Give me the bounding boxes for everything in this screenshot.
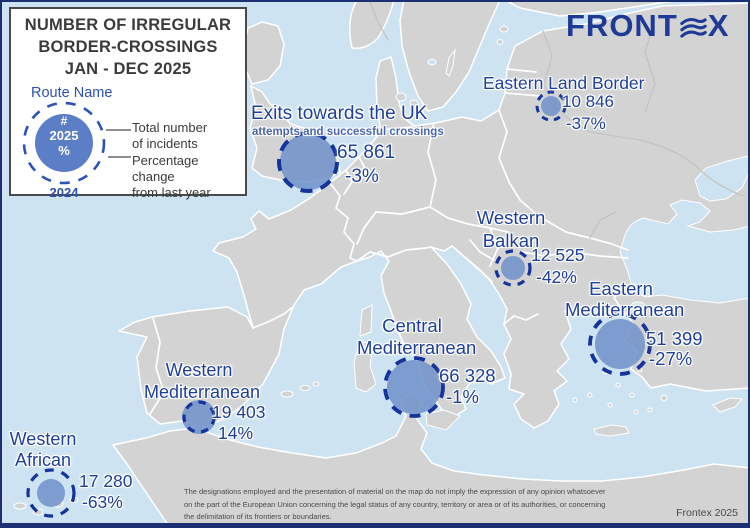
- black-sea: [619, 199, 750, 304]
- page-title-line1: NUMBER OF IRREGULAR: [24, 16, 232, 34]
- frontex-logo: FRONT X: [566, 8, 729, 44]
- route-value: 66 328: [439, 365, 496, 386]
- norway: [349, 0, 395, 50]
- route-name: Exits towards the UK: [251, 103, 428, 124]
- route-change: 14%: [218, 423, 254, 443]
- route-subtitle: attempts and successful crossings: [252, 126, 444, 138]
- bubble-central-mediterranean: [383, 356, 445, 418]
- crete: [593, 424, 630, 437]
- bubble-western-african: [26, 468, 76, 518]
- north-africa: [112, 391, 750, 528]
- map-credit: Frontex 2025: [676, 507, 738, 519]
- route-value: 17 280: [79, 471, 133, 491]
- route-name: Western African: [9, 429, 77, 470]
- route-change: -63%: [82, 492, 123, 512]
- page-title-line2: BORDER-CROSSINGS: [38, 38, 218, 56]
- bubble-eastern-mediterranean: [588, 312, 652, 376]
- cyprus: [712, 397, 744, 413]
- legend-year: 2025: [49, 128, 79, 143]
- balearic-island: [312, 381, 320, 387]
- gotland: [445, 48, 456, 77]
- legend-percent-symbol: %: [58, 143, 70, 158]
- finland-coast: [504, 0, 681, 17]
- balearic-island: [299, 385, 311, 391]
- route-change: -1%: [446, 386, 479, 407]
- title-legend-box: NUMBER OF IRREGULAR BORDER-CROSSINGS JAN…: [9, 7, 247, 200]
- bubble-western-balkan: [494, 249, 532, 287]
- bubble-eastern-land-border: [535, 90, 567, 122]
- corsica: [359, 304, 373, 337]
- route-value: 19 403: [212, 402, 266, 422]
- frontex-logo-text-left: FRONT: [566, 8, 678, 43]
- frontex-logo-text-right: X: [707, 8, 730, 43]
- baltic-island: [496, 39, 504, 45]
- route-change: -42%: [536, 267, 577, 287]
- map-disclaimer: The designations employed and the presen…: [184, 487, 606, 521]
- lake-vanern: [427, 58, 437, 66]
- legend-route-name-label: Route Name: [31, 85, 113, 101]
- legend-total-label: Total number of incidents: [132, 120, 208, 151]
- legend-hash-symbol: #: [60, 114, 68, 128]
- route-change: -3%: [345, 166, 379, 187]
- sweden: [399, 0, 501, 112]
- page-title-line3: JAN - DEC 2025: [64, 60, 192, 78]
- route-name: Eastern Land Border: [483, 73, 645, 93]
- legend-bubble-text: # 2025 %: [34, 114, 94, 159]
- route-value: 10 846: [562, 92, 614, 111]
- sicily: [425, 409, 461, 431]
- triple-wave-e-icon: [680, 17, 707, 38]
- route-value: 65 861: [337, 142, 396, 163]
- route-value: 51 399: [646, 328, 703, 349]
- legend-connector-line: [108, 156, 131, 158]
- legend-previous-year: 2024: [49, 185, 79, 200]
- route-name: Central Mediterranean: [357, 315, 477, 358]
- route-value: 12 525: [531, 245, 585, 265]
- baltic-island: [499, 25, 509, 33]
- route-name: Western Balkan: [476, 207, 546, 251]
- canary-island: [13, 502, 27, 510]
- route-change: -37%: [566, 114, 606, 133]
- bubble-exits-uk: [277, 131, 339, 193]
- route-change: -27%: [649, 348, 693, 369]
- route-name: Eastern Mediterranean: [565, 278, 685, 320]
- route-name: Western Mediterranean: [144, 360, 261, 402]
- legend-percent-label: Percentage change from last year: [132, 153, 211, 200]
- bubble-western-mediterranean: [182, 400, 216, 434]
- legend-connector-line: [106, 129, 131, 131]
- country-borders-eu: [149, 68, 635, 415]
- legend-bubble-icon: [22, 101, 106, 185]
- balearic-island: [280, 390, 294, 398]
- sea-of-marmara: [630, 301, 646, 311]
- danish-island: [409, 99, 419, 107]
- danish-island: [395, 92, 407, 102]
- sardinia: [353, 340, 377, 393]
